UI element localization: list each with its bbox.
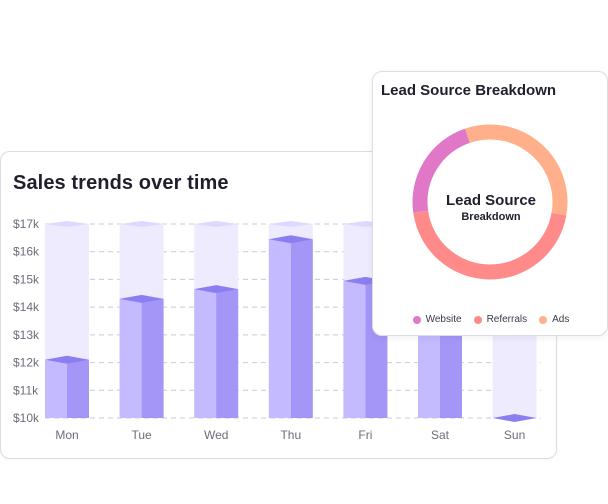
donut-slice-website bbox=[412, 128, 471, 213]
y-tick-label: $15k bbox=[13, 272, 40, 286]
bar-side bbox=[141, 298, 164, 418]
donut-slice-referrals bbox=[413, 210, 567, 280]
sales-chart-title: Sales trends over time bbox=[13, 172, 229, 194]
bar-top bbox=[492, 414, 537, 422]
bar-top bbox=[119, 294, 164, 303]
bar-track-top bbox=[194, 221, 239, 227]
x-category-label: Sun bbox=[504, 428, 525, 442]
lead-source-card: Lead Source Breakdown Lead Source Breakd… bbox=[372, 71, 608, 336]
x-category-label: Mon bbox=[55, 428, 78, 442]
x-category-label: Sat bbox=[431, 428, 450, 442]
x-category-label: Wed bbox=[204, 428, 228, 442]
lead-source-donut-chart bbox=[412, 124, 568, 280]
legend-dot-website bbox=[412, 315, 421, 324]
y-tick-label: $14k bbox=[13, 300, 40, 314]
bar-top bbox=[268, 235, 313, 244]
bar-front bbox=[194, 289, 217, 418]
bar-track-top bbox=[119, 221, 164, 227]
legend-label-referrals: Referrals bbox=[486, 314, 528, 325]
bar-front bbox=[45, 359, 67, 418]
legend-label-website: Website bbox=[425, 314, 462, 325]
y-tick-label: $11k bbox=[13, 383, 39, 397]
donut-center-subtitle: Breakdown bbox=[461, 211, 521, 223]
legend-label-ads: Ads bbox=[552, 314, 570, 325]
bar-top bbox=[45, 355, 89, 364]
bar-side bbox=[67, 359, 89, 418]
y-tick-label: $13k bbox=[13, 328, 40, 342]
y-tick-label: $16k bbox=[13, 245, 40, 259]
bar-track-top bbox=[45, 221, 89, 227]
legend-dot-referrals bbox=[473, 315, 482, 324]
legend-item-referrals[interactable]: Referrals bbox=[473, 314, 528, 325]
bar-top bbox=[194, 285, 239, 294]
legend-item-website[interactable]: Website bbox=[412, 314, 462, 325]
y-tick-label: $17k bbox=[13, 217, 40, 231]
x-category-label: Tue bbox=[131, 428, 152, 442]
bar-track-top bbox=[268, 221, 313, 227]
donut-slice-ads bbox=[465, 124, 568, 216]
lead-source-title: Lead Source Breakdown bbox=[381, 82, 557, 99]
y-tick-label: $10k bbox=[13, 411, 40, 425]
legend-dot-ads bbox=[539, 315, 548, 324]
bar-side bbox=[290, 239, 313, 418]
bar-front bbox=[343, 280, 366, 418]
donut-legend: Website Referrals Ads bbox=[373, 314, 608, 325]
bar-front bbox=[268, 239, 291, 418]
donut-center-title: Lead Source bbox=[445, 192, 537, 209]
x-category-label: Thu bbox=[280, 428, 301, 442]
x-category-label: Fri bbox=[358, 428, 372, 442]
legend-item-ads[interactable]: Ads bbox=[539, 314, 569, 325]
bar-side bbox=[216, 289, 239, 418]
bar-front bbox=[119, 298, 142, 418]
y-tick-label: $12k bbox=[13, 356, 40, 370]
